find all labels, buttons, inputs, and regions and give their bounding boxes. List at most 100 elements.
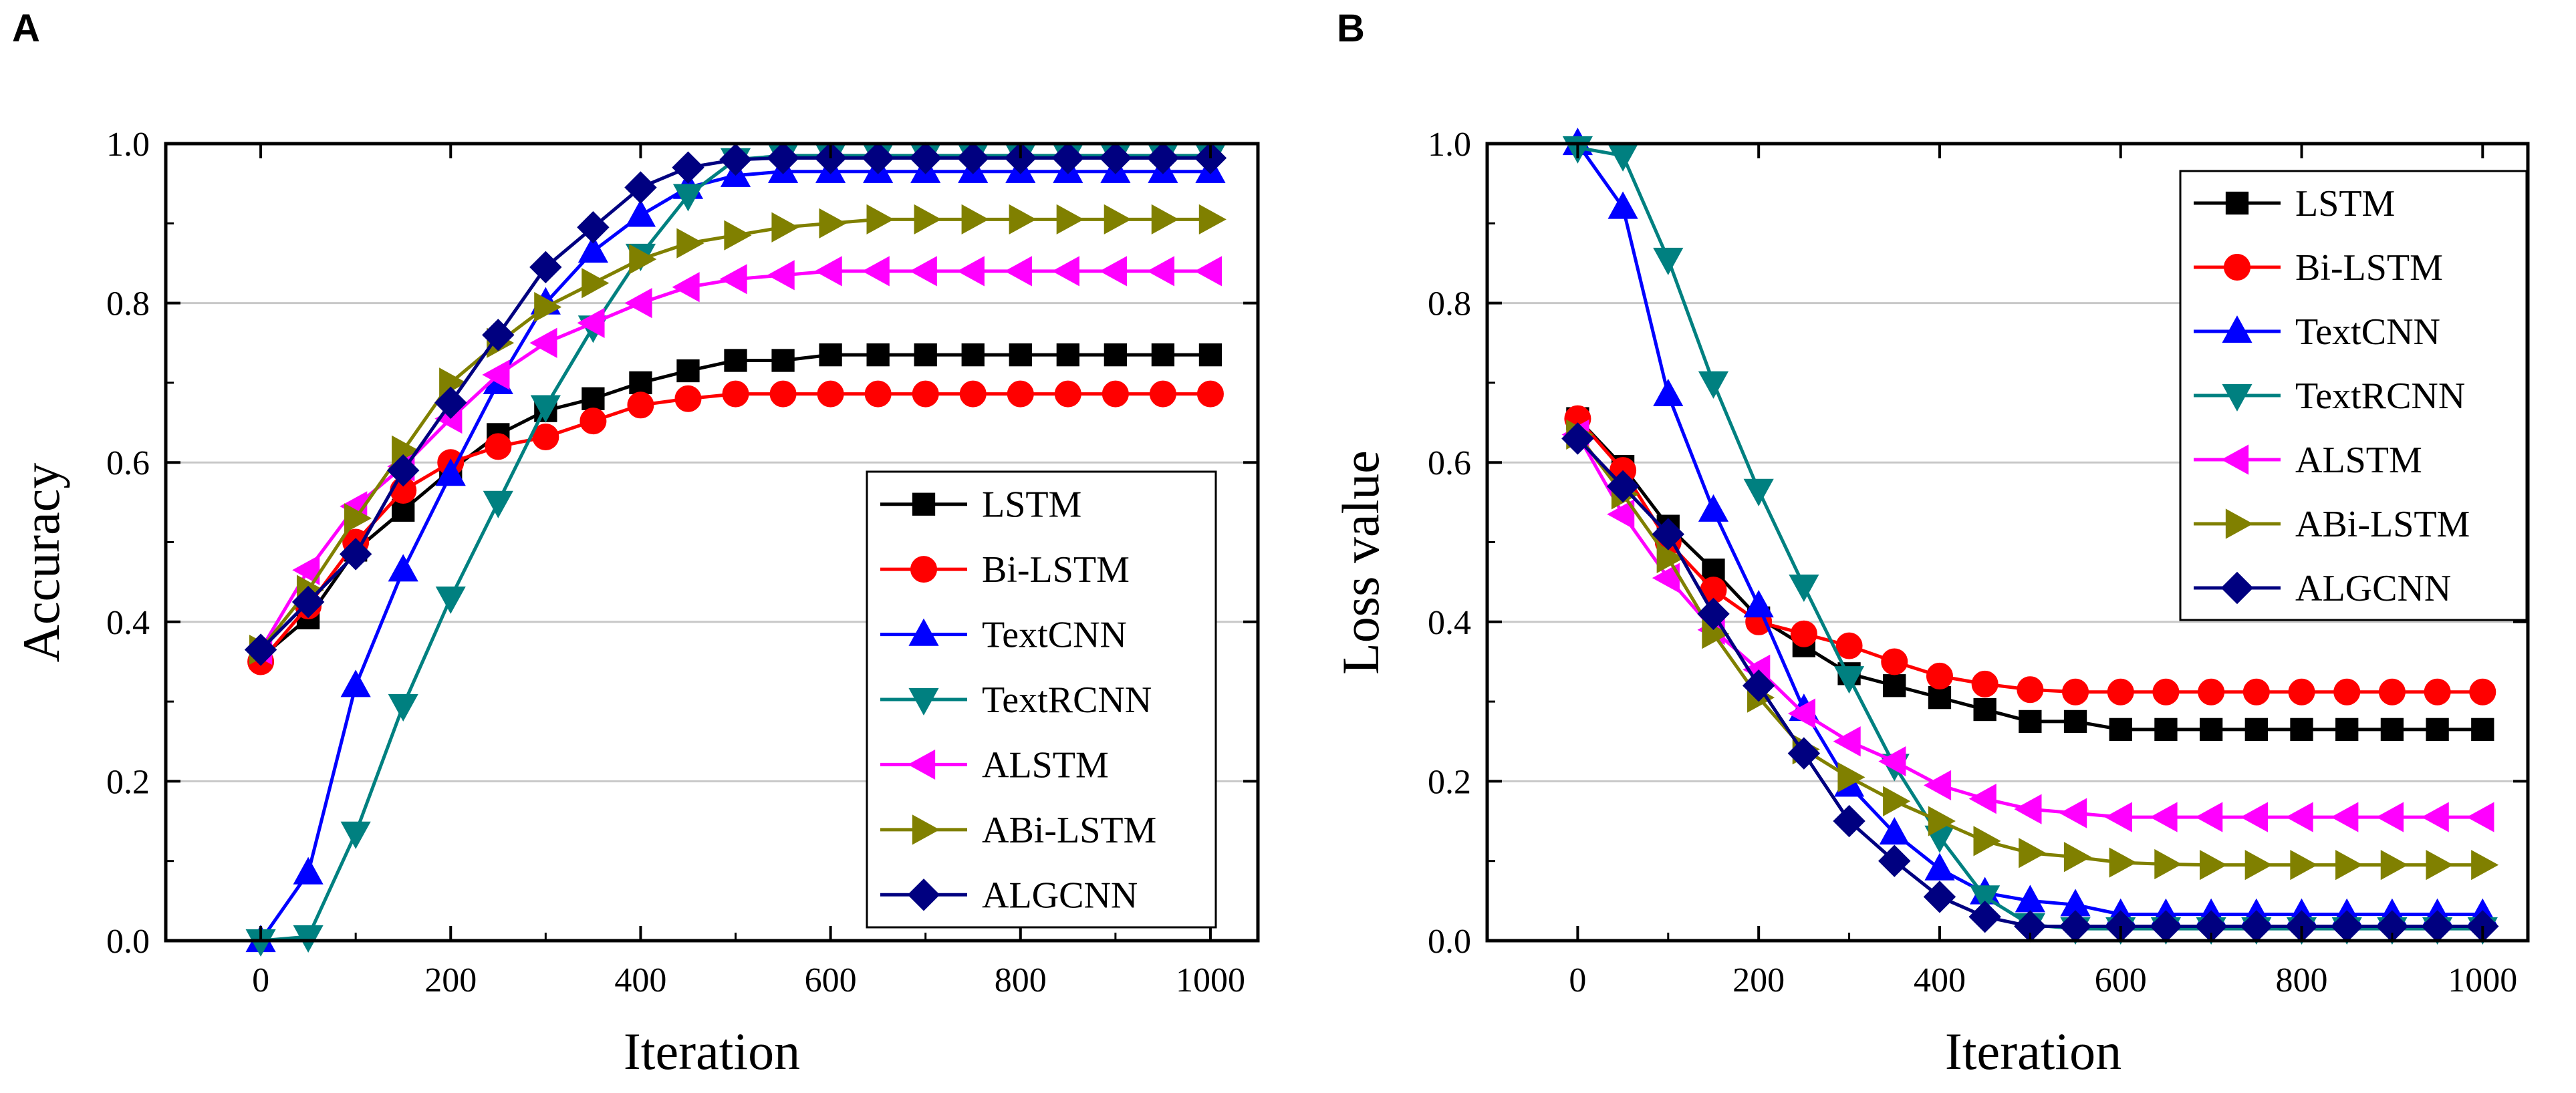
panel-a-point-abi-lstm (819, 208, 847, 239)
panel-a-legend: LSTM Bi-LSTM TextCNN TextRCNN ALSTM ABi-LSTM A… (866, 470, 1217, 929)
panel-a-point-bi-lstm (769, 380, 797, 408)
panel-a-legend-item-algcnn: ALGCNN (880, 875, 1138, 916)
panel-b-legend: LSTM Bi-LSTM TextCNN TextRCNN ALSTM ABi-LSTM A… (2179, 170, 2528, 621)
panel-b-point-lstm (2335, 718, 2359, 742)
panel-a-point-alstm (1194, 256, 1222, 287)
panel-b-point-textrcnn (1833, 666, 1865, 694)
panel-b-point-alstm (2375, 802, 2404, 832)
panel-a-point-abi-lstm (1009, 204, 1037, 235)
panel-b-x-tick-label: 400 (1914, 961, 1966, 999)
panel-a-point-alstm (1146, 256, 1175, 287)
panel-a-point-algcnn (1146, 142, 1180, 174)
panel-b-point-textrcnn (1789, 574, 1819, 603)
panel-b-x-tick-label: 1000 (2448, 961, 2517, 999)
panel-a-legend-marker-algcnn (907, 879, 940, 911)
panel-b-point-bi-lstm (2469, 678, 2496, 706)
panel-a-x-tick-label: 400 (614, 961, 666, 999)
panel-a-point-textcnn (388, 554, 418, 582)
panel-a-point-textcnn (625, 199, 656, 227)
panel-a-point-bi-lstm (722, 380, 749, 408)
panel-b-axes: 0 200 400 600 800 1000 0.0 0.2 0.4 0.6 0.8 1.0 (1428, 126, 2530, 999)
panel-a-point-textrcnn (435, 586, 466, 614)
panel-b-point-bi-lstm (2242, 678, 2270, 706)
panel-b-legend-item-textrcnn: TextRCNN (2194, 375, 2465, 417)
panel-b-point-textcnn (1698, 494, 1729, 522)
panel-b-legend-marker-bi-lstm (2224, 254, 2250, 281)
panel-a-y-tick-label: 0.4 (106, 604, 150, 642)
panel-b-point-alstm (2331, 802, 2359, 832)
panel-a-point-alstm (1004, 256, 1032, 287)
panel-a-point-alstm (814, 256, 842, 287)
panel-b: B Iteration Loss value 0 200 400 600 800 1000… (1331, 7, 2530, 1080)
panel-b-x-tick-label: 800 (2276, 961, 2328, 999)
panel-a-point-abi-lstm (961, 204, 989, 235)
panel-a-legend-label-textrcnn: TextRCNN (982, 679, 1152, 721)
panel-a-point-alstm (672, 272, 700, 303)
panel-b-x-tick-label: 200 (1732, 961, 1785, 999)
panel-a-point-algcnn (339, 538, 372, 571)
panel-a-x-tick-label: 200 (424, 961, 477, 999)
panel-b-point-lstm (2290, 718, 2313, 742)
panel-a-point-lstm (582, 387, 605, 410)
panel-a: A Iteration Accuracy 0 200 400 600 800 1000 0.… (12, 7, 1260, 1080)
panel-b-legend-marker-alstm (2221, 444, 2249, 475)
panel-b-point-abi-lstm (2471, 850, 2499, 881)
panel-a-point-algcnn (719, 143, 752, 176)
panel-a-point-bi-lstm (579, 408, 607, 435)
panel-a-point-lstm (914, 343, 937, 367)
panel-b-legend-item-lstm: LSTM (2194, 183, 2395, 224)
panel-b-point-lstm (1928, 685, 1952, 710)
panel-a-legend-label-lstm: LSTM (982, 484, 1081, 526)
panel-b-x-tick-label: 600 (2095, 961, 2147, 999)
panel-a-point-algcnn (387, 454, 420, 487)
panel-a-point-textcnn (435, 458, 466, 486)
panel-a-y-tick-label: 1.0 (106, 126, 150, 164)
panel-b-point-bi-lstm (2198, 678, 2225, 706)
panel-a-point-lstm (1198, 343, 1222, 367)
panel-b-point-bi-lstm (2107, 678, 2134, 706)
panel-a-point-lstm (629, 371, 652, 395)
panel-b-legend-marker-textrcnn (2222, 383, 2252, 412)
panel-b-point-lstm (2063, 710, 2087, 734)
panel-b-y-tick-label: 0.4 (1428, 604, 1471, 642)
panel-a-point-textrcnn (672, 184, 704, 212)
panel-b-legend-item-textcnn: TextCNN (2194, 311, 2440, 353)
panel-b-y-tick-label: 1.0 (1428, 126, 1471, 164)
panel-b-point-alstm (1924, 770, 1952, 800)
panel-a-legend-marker-bi-lstm (910, 556, 937, 583)
panel-a-legend-label-alstm: ALSTM (982, 744, 1109, 786)
panel-a-point-lstm (819, 343, 842, 367)
panel-a-legend-label-abi-lstm: ABi-LSTM (982, 810, 1156, 851)
panel-b-point-lstm (2244, 718, 2268, 742)
panel-a-point-algcnn (577, 211, 610, 244)
panel-a-axes: 0 200 400 600 800 1000 0.0 0.2 0.4 0.6 0.8 1.0 (106, 126, 1260, 999)
panel-b-point-algcnn (1787, 737, 1821, 770)
panel-a-point-abi-lstm (582, 268, 610, 299)
panel-a-point-textrcnn (340, 821, 371, 849)
panel-a-y-tick-label: 0.8 (106, 285, 150, 323)
panel-a-point-bi-lstm (1102, 380, 1129, 408)
panel-a-point-abi-lstm (1198, 204, 1227, 235)
panel-b-point-alstm (1787, 698, 1816, 729)
panel-b-point-bi-lstm (2017, 676, 2044, 704)
panel-b-point-textcnn (1743, 590, 1774, 618)
panel-a-point-algcnn (767, 142, 799, 174)
panel-a-point-algcnn (434, 386, 467, 419)
panel-a-legend-label-algcnn: ALGCNN (982, 875, 1138, 916)
panel-b-point-lstm (2109, 718, 2132, 742)
panel-b-point-abi-lstm (1656, 542, 1684, 573)
panel-a-point-alstm (767, 260, 795, 291)
panel-b-point-algcnn (1833, 804, 1865, 838)
panel-a-y-tick-label: 0.0 (106, 923, 150, 961)
panel-b-point-lstm (2380, 718, 2404, 742)
panel-b-x-axis-title: Iteration (1945, 1022, 2121, 1080)
panel-b-point-abi-lstm (2063, 842, 2091, 873)
panel-a-point-bi-lstm (817, 380, 844, 408)
panel-b-point-alstm (2466, 802, 2494, 832)
panel-a-point-lstm (961, 343, 985, 367)
panel-b-legend-item-bi-lstm: Bi-LSTM (2194, 247, 2443, 289)
panel-b-point-bi-lstm (1971, 670, 1999, 697)
panel-a-point-alstm (956, 256, 985, 287)
panel-b-point-alstm (1833, 726, 1861, 757)
